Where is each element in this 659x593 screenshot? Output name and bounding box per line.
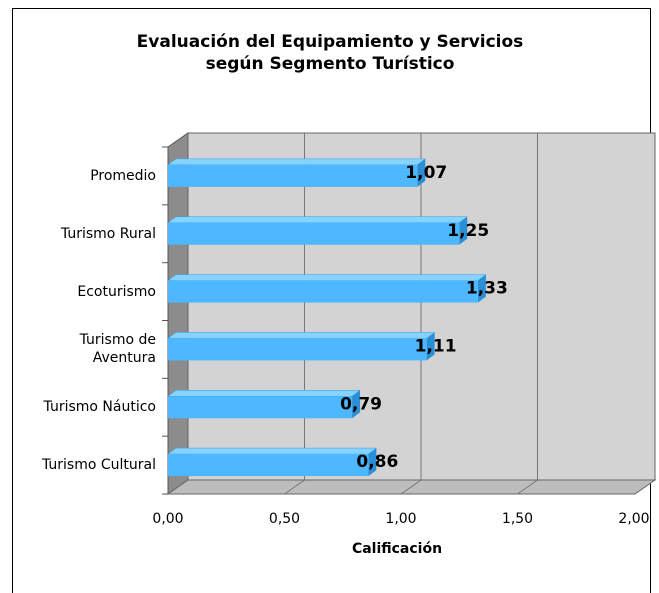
bar-top — [167, 447, 378, 455]
x-axis-title: Calificación — [352, 541, 442, 557]
bar — [168, 164, 418, 187]
grid-line — [284, 479, 305, 495]
chart-title: Evaluación del Equipamiento y Servicios — [137, 32, 524, 52]
bar-side — [426, 332, 435, 361]
bar — [168, 280, 478, 303]
bar-top — [167, 158, 427, 166]
x-tick-label: 1,00 — [385, 511, 416, 527]
bar-top — [167, 216, 468, 223]
x-tick-label: 1,50 — [502, 511, 533, 527]
y-tick-label: Turismo Cultural — [41, 457, 156, 474]
grid-line — [400, 479, 422, 495]
x-tick-label: 2,00 — [618, 511, 649, 527]
x-tick-label: 0,00 — [152, 511, 183, 527]
bar-side — [459, 216, 468, 245]
bar — [168, 454, 369, 477]
bar — [168, 222, 460, 245]
y-tick-label: Turismo de Aventura — [79, 332, 156, 367]
data-label: 1,25 — [447, 221, 489, 241]
data-label: 1,11 — [415, 336, 457, 356]
bar-top — [167, 274, 487, 281]
bar — [168, 338, 427, 361]
y-tick-label: Promedio — [90, 167, 156, 184]
bar — [168, 396, 353, 419]
data-label: 0,79 — [340, 394, 382, 414]
bar-side — [368, 448, 377, 477]
left-wall — [167, 132, 189, 495]
bar-side — [477, 274, 486, 303]
data-label: 1,33 — [466, 279, 508, 299]
y-tick-label: Ecoturismo — [77, 283, 156, 300]
y-tick-label: Turismo Náutico — [43, 399, 156, 416]
data-label: 0,86 — [356, 452, 398, 472]
bar-side — [417, 158, 426, 187]
y-tick-label: Turismo Rural — [60, 225, 156, 242]
x-tick-label: 0,50 — [269, 511, 300, 527]
bar-top — [167, 332, 436, 339]
grid-line — [517, 479, 538, 495]
data-label: 1,07 — [405, 163, 447, 183]
bar-top — [167, 390, 361, 397]
bar-side — [352, 390, 361, 419]
chart-title: según Segmento Turístico — [206, 54, 455, 74]
